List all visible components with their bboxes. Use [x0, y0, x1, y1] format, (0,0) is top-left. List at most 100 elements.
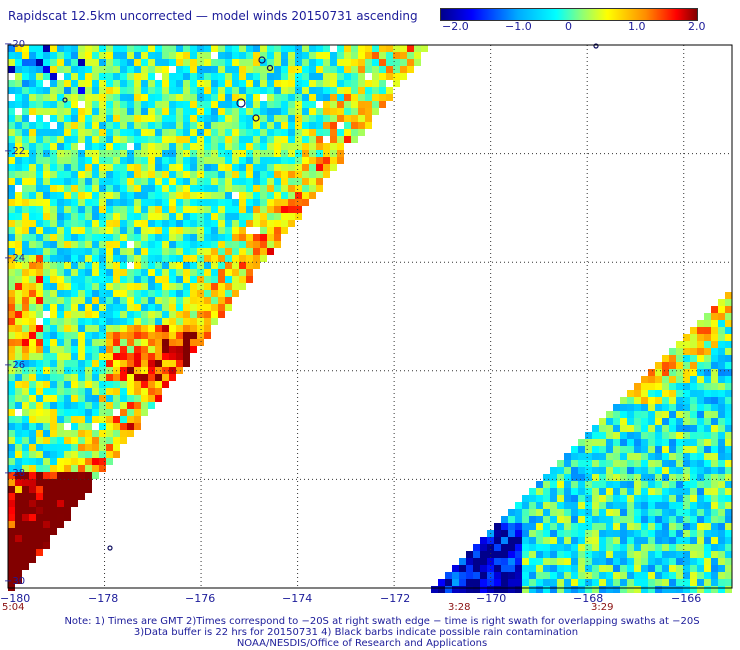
swath-cell: [662, 390, 669, 397]
swath-cell: [15, 437, 22, 444]
swath-cell: [281, 108, 288, 115]
swath-cell: [113, 164, 120, 171]
swath-cell: [302, 122, 309, 129]
swath-cell: [106, 234, 113, 241]
swath-cell: [288, 136, 295, 143]
swath-cell: [43, 192, 50, 199]
swath-cell: [127, 185, 134, 192]
swath-cell: [71, 402, 78, 409]
swath-cell: [641, 495, 648, 502]
swath-cell: [36, 500, 43, 507]
swath-cell: [218, 66, 225, 73]
swath-cell: [690, 397, 697, 404]
swath-cell: [99, 360, 106, 367]
swath-cell: [564, 474, 571, 481]
swath-cell: [8, 409, 15, 416]
swath-cell: [120, 80, 127, 87]
swath-cell: [190, 157, 197, 164]
swath-cell: [113, 451, 120, 458]
swath-cell: [295, 45, 302, 52]
swath-cell: [613, 572, 620, 579]
swath-cell: [281, 94, 288, 101]
swath-cell: [99, 164, 106, 171]
swath-cell: [232, 283, 239, 290]
swath-cell: [634, 551, 641, 558]
swath-cell: [141, 136, 148, 143]
swath-cell: [337, 101, 344, 108]
swath-cell: [253, 108, 260, 115]
swath-cell: [148, 332, 155, 339]
swath-cell: [57, 465, 64, 472]
swath-cell: [606, 474, 613, 481]
swath-cell: [648, 544, 655, 551]
swath-cell: [85, 178, 92, 185]
swath-cell: [148, 192, 155, 199]
swath-cell: [92, 353, 99, 360]
swath-cell: [183, 206, 190, 213]
swath-cell: [92, 213, 99, 220]
swath-cell: [29, 143, 36, 150]
swath-cell: [515, 551, 522, 558]
swath-cell: [204, 234, 211, 241]
swath-cell: [529, 509, 536, 516]
swath-cell: [29, 255, 36, 262]
swath-cell: [36, 451, 43, 458]
swath-cell: [641, 397, 648, 404]
swath-cell: [183, 199, 190, 206]
swath-cell: [592, 439, 599, 446]
swath-cell: [106, 94, 113, 101]
swath-cell: [365, 66, 372, 73]
swath-cell: [50, 507, 57, 514]
swath-cell: [43, 381, 50, 388]
swath-cell: [29, 528, 36, 535]
swath-cell: [620, 530, 627, 537]
swath-cell: [134, 227, 141, 234]
swath-cell: [127, 304, 134, 311]
swath-cell: [106, 213, 113, 220]
swath-cell: [316, 171, 323, 178]
swath-cell: [127, 346, 134, 353]
swath-cell: [148, 388, 155, 395]
swath-cell: [50, 143, 57, 150]
swath-cell: [613, 467, 620, 474]
swath-cell: [190, 339, 197, 346]
swath-cell: [113, 346, 120, 353]
swath-cell: [274, 164, 281, 171]
swath-cell: [323, 66, 330, 73]
swath-cell: [148, 311, 155, 318]
swath-cell: [22, 262, 29, 269]
swath-cell: [50, 367, 57, 374]
swath-cell: [669, 453, 676, 460]
swath-cell: [550, 509, 557, 516]
swath-cell: [8, 346, 15, 353]
swath-cell: [57, 437, 64, 444]
swath-cell: [218, 290, 225, 297]
swath-cell: [683, 467, 690, 474]
swath-cell: [71, 360, 78, 367]
swath-cell: [57, 234, 64, 241]
swath-cell: [22, 269, 29, 276]
swath-cell: [211, 318, 218, 325]
swath-cell: [662, 544, 669, 551]
swath-cell: [99, 283, 106, 290]
swath-cell: [253, 73, 260, 80]
swath-cell: [669, 397, 676, 404]
swath-cell: [246, 94, 253, 101]
swath-cell: [599, 523, 606, 530]
swath-cell: [92, 73, 99, 80]
swath-cell: [190, 59, 197, 66]
swath-cell: [557, 544, 564, 551]
swath-cell: [71, 430, 78, 437]
swath-cell: [599, 467, 606, 474]
swath-cell: [183, 171, 190, 178]
swath-cell: [634, 404, 641, 411]
swath-cell: [106, 66, 113, 73]
swath-cell: [120, 150, 127, 157]
swath-cell: [529, 530, 536, 537]
swath-cell: [288, 52, 295, 59]
swath-cell: [711, 460, 718, 467]
swath-cell: [43, 395, 50, 402]
swath-cell: [85, 276, 92, 283]
swath-cell: [225, 136, 232, 143]
swath-cell: [162, 52, 169, 59]
